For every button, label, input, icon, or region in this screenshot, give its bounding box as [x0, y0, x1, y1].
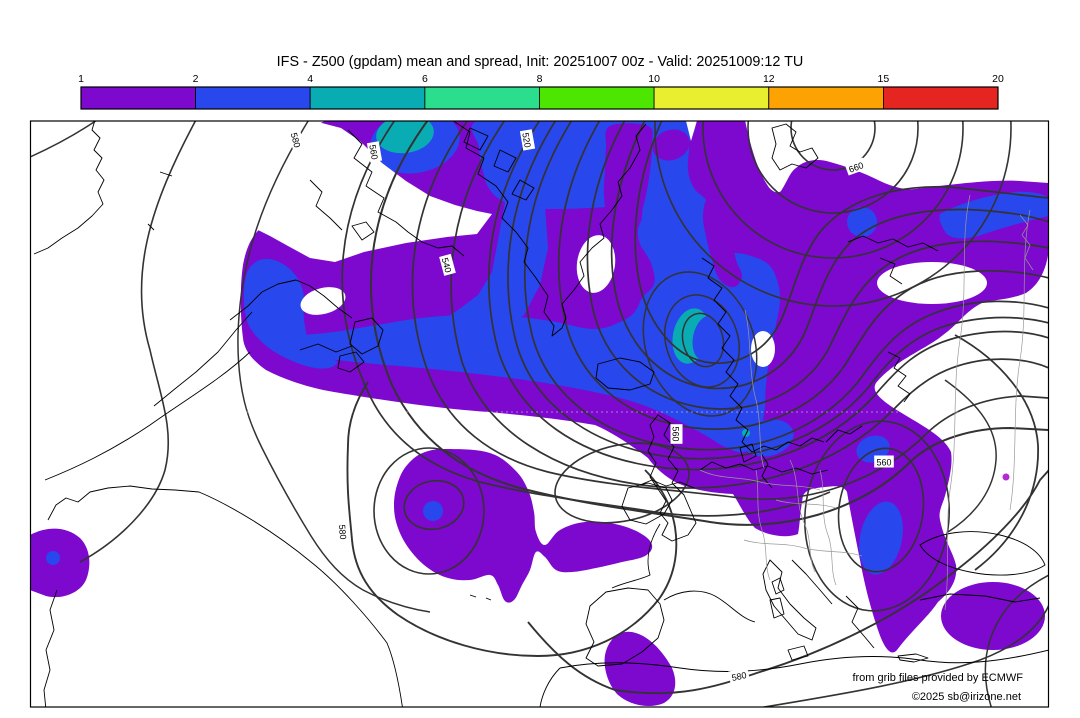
svg-text:12: 12 [763, 73, 775, 85]
svg-text:6: 6 [422, 73, 428, 85]
svg-text:580: 580 [731, 670, 748, 683]
svg-text:©2025 sb@irizone.net: ©2025 sb@irizone.net [912, 691, 1021, 703]
svg-text:540: 540 [440, 257, 454, 274]
svg-text:20: 20 [992, 73, 1004, 85]
svg-text:15: 15 [878, 73, 890, 85]
svg-text:1: 1 [78, 73, 84, 85]
svg-text:4: 4 [307, 73, 313, 85]
svg-text:from grib files provided by EC: from grib files provided by ECMWF [852, 672, 1023, 684]
svg-text:560: 560 [671, 426, 681, 441]
svg-text:580: 580 [289, 132, 303, 149]
svg-text:520: 520 [520, 132, 532, 149]
svg-text:560: 560 [367, 144, 379, 161]
svg-text:8: 8 [537, 73, 543, 85]
svg-text:2: 2 [193, 73, 199, 85]
svg-text:660: 660 [847, 160, 865, 175]
svg-text:580: 580 [337, 524, 348, 540]
svg-text:IFS - Z500 (gpdam) mean and sp: IFS - Z500 (gpdam) mean and spread, Init… [277, 54, 804, 70]
svg-text:560: 560 [876, 458, 891, 468]
svg-text:10: 10 [648, 73, 660, 85]
